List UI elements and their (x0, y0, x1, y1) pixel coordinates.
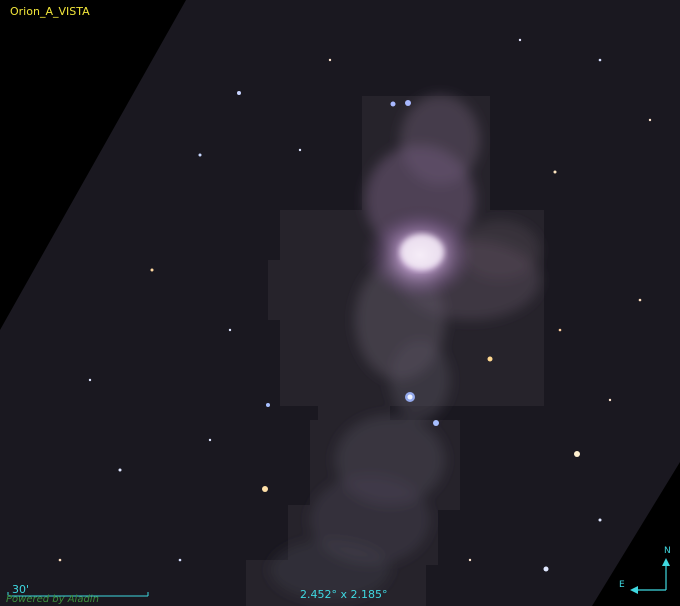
scale-label: 30' (12, 583, 30, 596)
survey-name-label: Orion_A_VISTA (10, 5, 90, 18)
compass-graphic (630, 558, 670, 594)
field-of-view-label: 2.452° x 2.185° (300, 588, 388, 601)
scale-bar-graphic (7, 592, 149, 597)
compass-north-label: N (664, 546, 671, 556)
compass-east-label: E (619, 580, 625, 590)
stars (58, 38, 652, 572)
powered-by-credit[interactable]: Powered by Aladin (6, 594, 99, 605)
